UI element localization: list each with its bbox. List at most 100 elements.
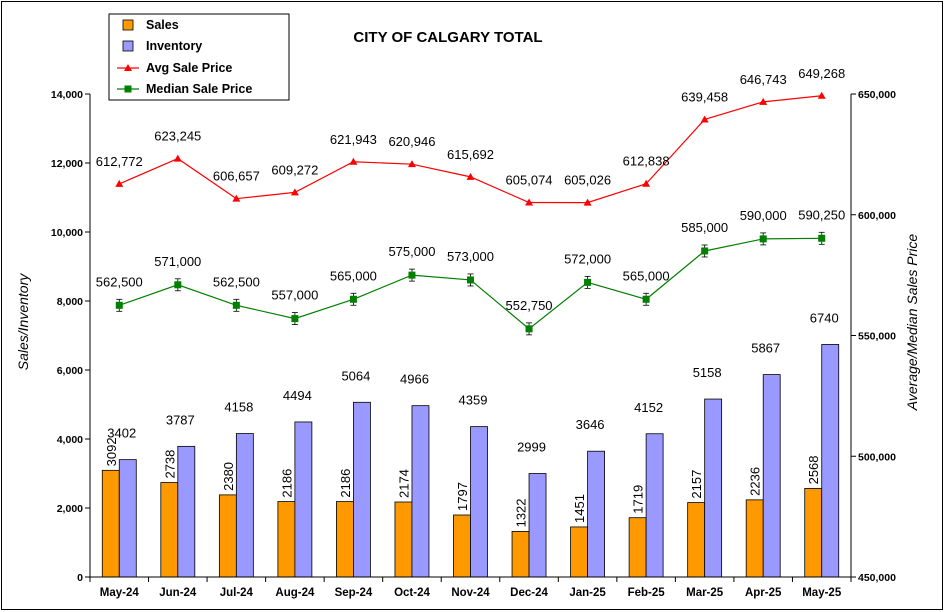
avg-sale-price-data-label: 605,074 — [506, 172, 553, 187]
avg-sale-price-data-label: 621,943 — [330, 132, 377, 147]
median-price-marker — [584, 278, 592, 286]
avg-price-marker — [349, 157, 358, 165]
inventory-data-label: 2999 — [517, 440, 546, 455]
median-price-marker — [349, 295, 357, 303]
x-tick-label: May-25 — [802, 587, 842, 599]
inventory-data-label: 3402 — [107, 426, 136, 441]
x-tick-label: Dec-24 — [510, 587, 548, 599]
median-price-marker — [525, 325, 533, 333]
median-price-marker — [291, 315, 299, 323]
x-tick-label: Jun-24 — [159, 587, 197, 599]
inventory-bar — [470, 426, 488, 578]
inventory-data-label: 5064 — [341, 368, 370, 383]
inventory-data-label: 5867 — [751, 341, 780, 356]
left-y-tick-label: 12,000 — [51, 158, 83, 170]
median-sale-price-data-label: 552,750 — [506, 298, 553, 313]
median-price-marker — [701, 247, 709, 255]
sales-data-label: 1797 — [455, 482, 470, 511]
x-tick-label: Sep-24 — [335, 587, 373, 599]
sales-data-label: 2186 — [279, 469, 294, 498]
avg-sale-price-data-label: 623,245 — [154, 129, 201, 144]
avg-price-marker — [232, 194, 241, 202]
sales-data-label: 3092 — [104, 437, 119, 466]
inventory-bar — [235, 433, 254, 578]
inventory-data-label: 6740 — [810, 310, 839, 325]
median-sale-price-data-label: 573,000 — [447, 249, 494, 264]
inventory-data-label: 5158 — [693, 365, 722, 380]
avg-price-marker — [700, 115, 709, 123]
inventory-data-label: 4966 — [400, 372, 429, 387]
sales-data-label: 2738 — [162, 450, 177, 479]
legend-avg-label: Avg Sale Price — [146, 61, 232, 75]
inventory-data-label: 4158 — [224, 400, 253, 415]
left-y-tick-label: 10,000 — [51, 227, 83, 239]
sales-bar — [570, 526, 588, 578]
inventory-data-label: 4359 — [459, 393, 488, 408]
avg-price-marker — [583, 198, 592, 206]
avg-price-marker — [817, 91, 826, 99]
median-sale-price-data-label: 565,000 — [330, 268, 377, 283]
inventory-bar — [177, 445, 196, 578]
median-sale-price-data-label: 565,000 — [623, 268, 670, 283]
legend: Sales Inventory Avg Sale Price Median Sale … — [108, 13, 290, 101]
avg-price-marker — [642, 179, 651, 187]
inventory-bar — [353, 401, 371, 578]
chart-title: CITY OF CALGARY TOTAL — [353, 29, 542, 46]
avg-sale-price-data-label: 609,272 — [271, 162, 318, 177]
legend-inventory-swatch — [122, 40, 134, 52]
inventory-bar — [762, 374, 781, 578]
median-price-marker — [408, 271, 416, 279]
legend-inventory-label: Inventory — [146, 39, 202, 53]
avg-sale-price-data-label: 605,026 — [564, 173, 611, 188]
sales-bar — [160, 482, 179, 578]
avg-price-marker — [173, 154, 182, 162]
median-price-marker — [759, 235, 767, 243]
x-tick-label: Nov-24 — [451, 587, 490, 599]
avg-sale-price-data-label: 606,657 — [213, 169, 260, 184]
avg-sale-price-data-label: 620,946 — [388, 134, 435, 149]
inventory-data-label: 4494 — [283, 388, 312, 403]
sales-bar — [336, 501, 354, 578]
median-sale-price-data-label: 562,500 — [213, 274, 260, 289]
avg-price-marker — [759, 97, 768, 105]
avg-sale-price-data-label: 639,458 — [681, 89, 728, 104]
inventory-data-label: 3646 — [576, 417, 605, 432]
avg-sale-price-data-label: 646,743 — [740, 72, 787, 87]
x-tick-label: Apr-25 — [745, 587, 782, 599]
median-price-marker — [174, 281, 182, 289]
left-y-tick-label: 0 — [77, 572, 83, 584]
legend-box — [108, 13, 290, 101]
median-sale-price-data-label: 571,000 — [154, 254, 201, 269]
inventory-bar — [528, 473, 547, 578]
legend-median-label: Median Sale Price — [146, 82, 252, 96]
sales-bar — [628, 517, 647, 578]
sales-bar — [101, 469, 120, 578]
avg-price-marker — [407, 160, 416, 168]
inventory-bar — [704, 398, 723, 578]
sales-bar — [218, 494, 237, 578]
inventory-bar — [587, 450, 605, 578]
right-y-tick-label: 600,000 — [858, 210, 896, 222]
inventory-data-label: 3787 — [166, 412, 195, 427]
right-y-tick-label: 450,000 — [858, 572, 896, 584]
legend-sales-swatch — [122, 19, 134, 31]
sales-data-label: 1719 — [631, 485, 646, 514]
x-tick-label: Jan-25 — [569, 587, 606, 599]
inventory-bar — [645, 433, 664, 578]
sales-bar — [687, 502, 706, 578]
median-sale-price-data-label: 590,250 — [798, 207, 845, 222]
sales-data-label: 2174 — [396, 469, 411, 498]
left-y-tick-label: 6,000 — [57, 365, 83, 377]
median-price-marker — [115, 301, 123, 309]
avg-price-marker — [290, 188, 299, 196]
sales-bar — [453, 514, 471, 578]
median-price-marker — [642, 295, 650, 303]
inventory-bar — [411, 405, 430, 578]
avg-price-marker — [466, 172, 475, 180]
avg-sale-price-data-label: 612,772 — [96, 154, 143, 169]
x-tick-label: Aug-24 — [275, 587, 315, 599]
right-y-tick-label: 650,000 — [858, 89, 896, 101]
